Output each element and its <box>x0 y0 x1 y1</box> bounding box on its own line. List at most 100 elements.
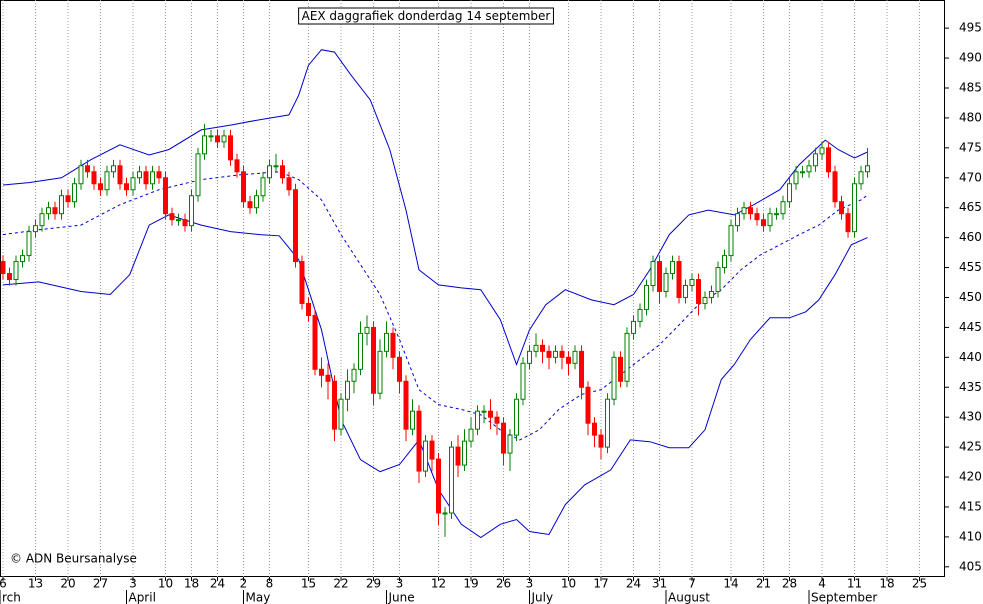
candle-body <box>624 332 630 382</box>
candle-body <box>175 219 181 222</box>
x-tick-label: 26 <box>496 577 511 591</box>
candle-body <box>793 171 799 185</box>
x-tick-label: 10 <box>158 577 173 591</box>
candle-body <box>253 195 259 209</box>
candle-body <box>26 231 32 257</box>
candle-body <box>813 153 819 167</box>
candle-body <box>618 356 624 382</box>
candle-body <box>481 410 487 413</box>
y-tick-label: 410 <box>959 529 982 543</box>
x-tick-label: 21 <box>756 577 771 591</box>
x-tick-label: 18 <box>879 577 894 591</box>
candle-body <box>332 380 338 430</box>
candle-body <box>741 207 747 215</box>
x-tick-label: 25 <box>912 577 927 591</box>
candle-body <box>221 135 227 143</box>
candle-body <box>325 374 331 382</box>
candle-body <box>644 285 650 310</box>
candle-body <box>553 350 559 358</box>
candle-body <box>436 458 442 514</box>
candle-body <box>637 308 643 322</box>
candle-body <box>240 171 246 203</box>
x-tick-label: 18 <box>184 577 199 591</box>
candle-body <box>91 171 97 185</box>
candle-body <box>735 213 741 227</box>
x-tick-label: 31 <box>652 577 667 591</box>
candle-body <box>507 434 513 454</box>
candle-body <box>397 356 403 382</box>
y-tick-label: 430 <box>959 410 982 424</box>
x-tick-label: 17 <box>593 577 608 591</box>
x-tick-label: 22 <box>333 577 348 591</box>
candle-body <box>780 201 786 215</box>
month-label: July <box>531 591 554 604</box>
y-tick-label: 415 <box>959 499 982 513</box>
candle-body <box>787 183 793 203</box>
candle-body <box>585 386 591 424</box>
candle-body <box>767 213 773 227</box>
candle-body <box>45 207 51 215</box>
y-tick-label: 405 <box>959 559 982 573</box>
candle-body <box>110 165 116 173</box>
x-tick-label: 24 <box>210 577 225 591</box>
candle-body <box>598 434 604 448</box>
candle-body <box>501 422 507 454</box>
title-box <box>298 7 554 25</box>
candle-body <box>754 213 760 221</box>
candle-body <box>683 285 689 298</box>
candle-body <box>423 440 429 472</box>
candle-body <box>52 207 58 215</box>
candle-body <box>214 135 220 143</box>
candle-body <box>358 332 364 370</box>
candle-body <box>338 398 344 430</box>
candle-body <box>689 279 695 287</box>
candle-body <box>65 195 71 203</box>
candle-body <box>123 183 129 191</box>
candle-body <box>279 165 285 179</box>
x-tick-label: 4 <box>818 577 826 591</box>
axes: 4054104154204254304354404454504554604654… <box>0 21 982 604</box>
candle-body <box>286 177 292 191</box>
candle-body <box>371 326 377 394</box>
x-tick-label: 7 <box>688 577 696 591</box>
x-tick-label: 15 <box>301 577 316 591</box>
chart-title: AEX daggrafiek donderdag 14 september <box>302 9 551 23</box>
candle-body <box>78 165 84 185</box>
candle-body <box>696 279 702 304</box>
candle-body <box>520 362 526 400</box>
x-tick-label: 12 <box>431 577 446 591</box>
candle-body <box>715 267 721 292</box>
candle-body <box>384 332 390 352</box>
candle-body <box>442 512 448 515</box>
candle-body <box>97 183 103 191</box>
candle-body <box>188 195 194 227</box>
candle-body <box>390 332 396 358</box>
candle-body <box>13 261 19 281</box>
bollinger-band <box>2 214 868 539</box>
candle-body <box>774 213 780 216</box>
candle-body <box>631 320 637 334</box>
candle-body <box>130 177 136 191</box>
candle-body <box>566 356 572 364</box>
candle-body <box>19 255 25 263</box>
y-tick-label: 445 <box>959 320 982 334</box>
candle-body <box>475 410 481 430</box>
x-tick-label: 24 <box>626 577 641 591</box>
x-tick-label: 13 <box>28 577 43 591</box>
x-tick-label: 2 <box>240 577 248 591</box>
candle-body <box>800 171 806 174</box>
candle-body <box>488 410 494 418</box>
candle-body <box>455 446 461 466</box>
x-tick-label: 27 <box>93 577 108 591</box>
y-tick-label: 420 <box>959 470 982 484</box>
candle-body <box>728 225 734 257</box>
candles <box>0 123 871 537</box>
candle-body <box>143 171 149 185</box>
candle-body <box>319 368 325 376</box>
candle-body <box>709 290 715 298</box>
x-tick-label: 6 <box>0 577 7 591</box>
candle-body <box>32 225 38 233</box>
candle-body <box>201 135 207 155</box>
candle-body <box>182 219 188 227</box>
